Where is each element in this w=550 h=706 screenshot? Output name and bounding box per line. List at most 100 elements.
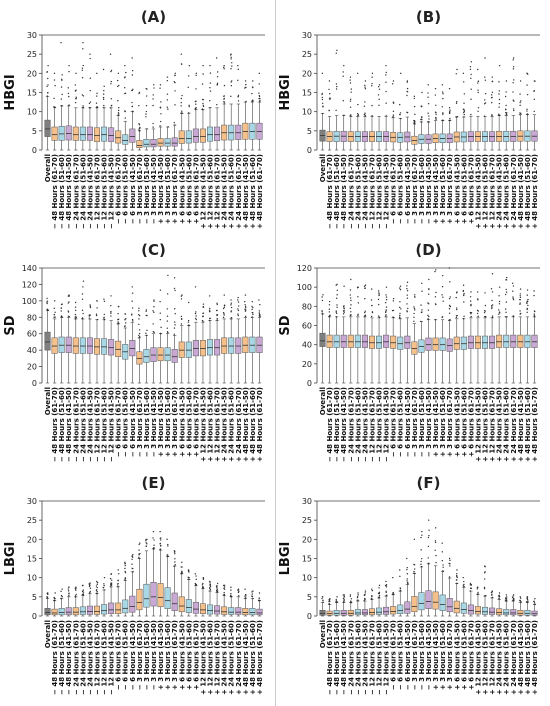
outlier-point bbox=[167, 545, 169, 547]
x-tick-label: + 48 Hours (51-60) bbox=[524, 154, 532, 229]
outlier-point bbox=[237, 308, 239, 310]
box bbox=[44, 119, 51, 137]
outlier-point bbox=[67, 92, 70, 95]
outlier-point bbox=[406, 87, 409, 90]
outlier-point bbox=[67, 87, 69, 89]
outlier-point bbox=[81, 94, 84, 96]
box bbox=[249, 608, 256, 616]
outlier-point bbox=[413, 312, 415, 315]
outlier-point bbox=[491, 315, 494, 317]
x-tick-label: + 3 Hours (41-50) bbox=[157, 620, 165, 690]
outlier-point bbox=[505, 291, 508, 293]
outlier-point bbox=[469, 65, 472, 68]
x-tick-label: − 24 Hours (51-60) bbox=[79, 620, 87, 695]
x-tick-label: − 24 Hours (61-70) bbox=[347, 620, 355, 695]
x-tick-label: + 12 Hours (61-70) bbox=[489, 154, 497, 229]
outlier-point bbox=[174, 553, 176, 555]
outlier-point bbox=[145, 545, 148, 548]
outlier-point bbox=[484, 79, 487, 81]
outlier-point bbox=[335, 598, 337, 601]
x-tick-label: + 12 Hours (41-50) bbox=[199, 387, 207, 462]
outlier-point bbox=[245, 100, 247, 103]
outlier-point bbox=[202, 576, 205, 579]
outlier-point bbox=[237, 68, 239, 71]
outlier-point bbox=[421, 534, 423, 536]
outlier-point bbox=[519, 295, 521, 297]
outlier-point bbox=[476, 593, 479, 595]
outlier-point bbox=[370, 598, 373, 601]
outlier-point bbox=[145, 542, 147, 544]
outlier-point bbox=[477, 68, 479, 71]
outlier-point bbox=[491, 76, 493, 78]
outlier-point bbox=[512, 600, 514, 602]
outlier-point bbox=[378, 84, 381, 86]
outlier-point bbox=[456, 68, 458, 71]
x-tick-label: + 12 Hours (51-60) bbox=[482, 387, 490, 462]
outlier-point bbox=[385, 306, 388, 308]
y-tick-label: 0 bbox=[32, 612, 37, 621]
x-tick-label: − 48 Hours (51-60) bbox=[333, 620, 341, 695]
outlier-point bbox=[476, 588, 479, 590]
outlier-point bbox=[533, 316, 536, 318]
x-tick-label: − 48 Hours (61-70) bbox=[326, 387, 334, 462]
outlier-point bbox=[498, 313, 500, 315]
outlier-point bbox=[146, 128, 148, 130]
outlier-point bbox=[385, 590, 387, 592]
outlier-point bbox=[343, 599, 345, 601]
y-tick-label: 5 bbox=[307, 593, 312, 602]
outlier-point bbox=[399, 316, 401, 319]
outlier-point bbox=[336, 85, 338, 88]
outlier-point bbox=[385, 296, 388, 298]
outlier-point bbox=[378, 593, 380, 595]
outlier-point bbox=[145, 314, 147, 317]
outlier-point bbox=[68, 294, 70, 296]
outlier-point bbox=[181, 561, 183, 564]
outlier-point bbox=[82, 105, 84, 107]
outlier-point bbox=[153, 84, 155, 86]
outlier-point bbox=[138, 336, 141, 338]
outlier-point bbox=[392, 114, 395, 116]
outlier-point bbox=[61, 93, 63, 96]
outlier-point bbox=[527, 304, 529, 307]
outlier-point bbox=[392, 110, 395, 113]
x-tick-label: − 6 Hours (51-60) bbox=[397, 154, 405, 224]
box bbox=[122, 134, 129, 145]
outlier-point bbox=[82, 41, 84, 44]
outlier-point bbox=[322, 601, 324, 603]
outlier-point bbox=[202, 587, 204, 590]
outlier-point bbox=[244, 80, 247, 82]
outlier-point bbox=[258, 92, 260, 94]
outlier-point bbox=[103, 104, 105, 107]
outlier-point bbox=[132, 570, 134, 573]
box bbox=[122, 599, 129, 614]
box bbox=[86, 126, 93, 141]
outlier-point bbox=[519, 112, 521, 114]
outlier-point bbox=[505, 288, 507, 291]
outlier-point bbox=[442, 566, 444, 568]
outlier-point bbox=[47, 84, 49, 86]
outlier-point bbox=[385, 74, 387, 76]
outlier-point bbox=[399, 569, 401, 571]
outlier-point bbox=[251, 595, 253, 597]
outlier-point bbox=[174, 72, 176, 75]
y-axis-label: HBGI bbox=[278, 74, 293, 110]
outlier-point bbox=[357, 592, 359, 594]
outlier-point bbox=[477, 315, 479, 318]
box bbox=[157, 347, 164, 362]
outlier-point bbox=[159, 84, 162, 86]
box bbox=[93, 605, 100, 615]
outlier-point bbox=[448, 107, 451, 109]
outlier-point bbox=[448, 308, 451, 310]
outlier-point bbox=[477, 107, 480, 109]
outlier-point bbox=[349, 307, 352, 309]
x-tick-label: − 12 Hours (41-50) bbox=[108, 620, 116, 695]
outlier-point bbox=[392, 297, 395, 300]
outlier-point bbox=[456, 100, 458, 103]
outlier-point bbox=[385, 595, 387, 597]
outlier-point bbox=[103, 300, 106, 303]
y-tick-label: 10 bbox=[302, 108, 312, 117]
y-tick-label: 20 bbox=[302, 69, 312, 78]
outlier-point bbox=[456, 582, 458, 585]
x-tick-label: − 3 Hours (61-70) bbox=[136, 387, 144, 457]
outlier-point bbox=[441, 294, 443, 296]
